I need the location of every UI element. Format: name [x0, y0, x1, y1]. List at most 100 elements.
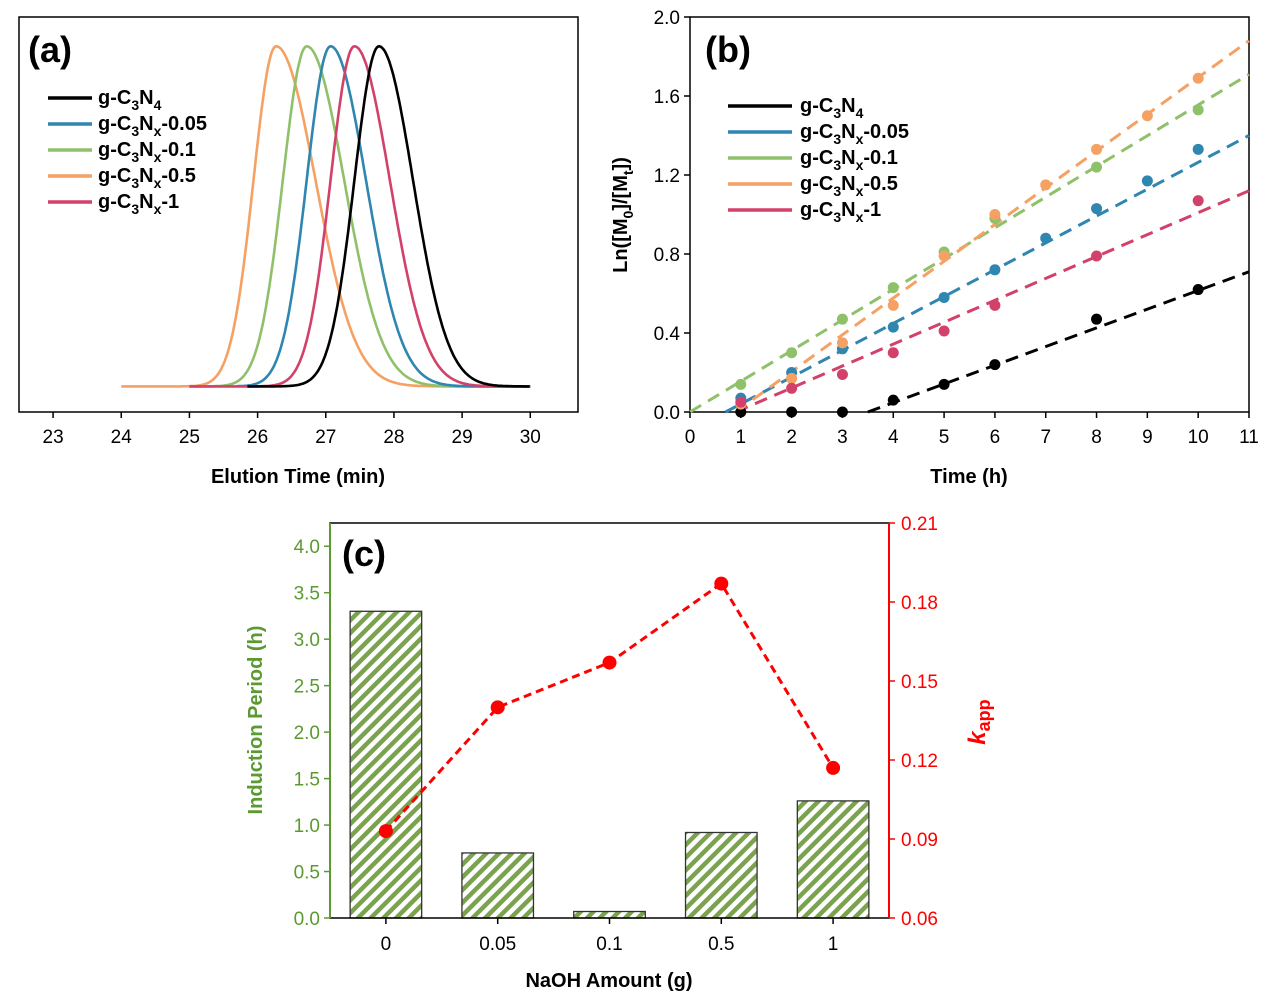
point-g-C3N4 — [1091, 313, 1103, 325]
x-tick-label: 30 — [520, 427, 541, 448]
legend-label: g-C3Nx-0.1 — [800, 147, 898, 173]
panel-a-frame — [18, 16, 579, 413]
point-g-C3Nx-1 — [887, 347, 899, 359]
point-g-C3Nx-0.5 — [1091, 143, 1103, 155]
point-g-C3Nx-1 — [786, 382, 798, 394]
left-y-tick-label: 0.5 — [294, 863, 320, 884]
y-tick-label: 1.2 — [654, 166, 680, 187]
bar-0.1 — [573, 910, 646, 919]
kapp-point-1 — [826, 760, 841, 775]
fit-line-g-C3Nx-0.1 — [689, 72, 1250, 414]
x-tick-label: 8 — [1091, 427, 1102, 448]
x-tick-label: 5 — [939, 427, 950, 448]
bar-0.05 — [461, 852, 535, 919]
left-y-tick-label: 2.0 — [294, 723, 320, 744]
bar-0.5 — [684, 831, 758, 919]
y-tick-label: 0.0 — [654, 403, 680, 424]
point-g-C3N4 — [1192, 284, 1204, 296]
curve-g-C3Nx-1 — [189, 44, 531, 388]
panel-b-legend: g-C3N4g-C3Nx-0.05g-C3Nx-0.1g-C3Nx-0.5g-C… — [728, 95, 909, 225]
x-tick-label: 7 — [1040, 427, 1051, 448]
x-tick-label: 0 — [381, 934, 392, 955]
kapp-point-0.1 — [602, 655, 617, 670]
panel-a-x-ticks: 23 24 25 26 27 28 29 30 — [43, 412, 541, 448]
point-g-C3Nx-0.5 — [1192, 72, 1204, 84]
point-g-C3Nx-0.05 — [938, 291, 950, 303]
y-tick-label: 1.6 — [654, 87, 680, 108]
point-g-C3Nx-1 — [938, 325, 950, 337]
panel-c-induction-chart: 0 0.05 0.1 0.5 1 0.0 0.5 1.0 1.5 2.0 2.5 3.0 3.5 4.0… — [245, 514, 994, 992]
point-g-C3Nx-0.1 — [786, 347, 798, 359]
legend-label: g-C3Nx-0.05 — [98, 113, 207, 139]
point-g-C3Nx-0.05 — [887, 321, 899, 333]
fit-line-g-C3Nx-0.5 — [734, 39, 1250, 414]
panel-b-fit-lines — [689, 39, 1250, 414]
point-g-C3Nx-0.5 — [989, 209, 1001, 220]
panel-b-x-axis-title: Time (h) — [930, 466, 1007, 488]
point-g-C3Nx-0.05 — [1040, 232, 1052, 244]
x-tick-label: 10 — [1188, 427, 1209, 448]
point-g-C3Nx-0.1 — [1192, 104, 1204, 116]
kapp-line — [384, 581, 835, 833]
panel-c-label: (c) — [342, 533, 386, 574]
curve-g-C3Nx-0.1 — [189, 44, 531, 388]
point-g-C3Nx-0.1 — [887, 282, 899, 294]
y-tick-label: 0.8 — [654, 245, 680, 266]
legend-label: g-C3Nx-0.5 — [98, 165, 196, 191]
point-g-C3N4 — [938, 378, 950, 390]
legend-label: g-C3Nx-0.1 — [98, 139, 196, 165]
kapp-point-0.05 — [490, 700, 505, 715]
left-y-tick-label: 0.0 — [294, 909, 320, 930]
point-g-C3Nx-0.5 — [786, 372, 798, 384]
point-g-C3Nx-1 — [836, 368, 848, 380]
x-tick-label: 1 — [736, 427, 747, 448]
kapp-point-0.5 — [714, 576, 729, 591]
point-g-C3Nx-0.1 — [735, 378, 747, 390]
point-g-C3Nx-0.5 — [1040, 179, 1052, 191]
left-y-tick-label: 3.0 — [294, 630, 320, 651]
left-y-tick-label: 3.5 — [294, 584, 320, 605]
point-g-C3Nx-0.5 — [887, 299, 899, 311]
panel-c-kapp-series — [378, 576, 841, 839]
panel-b-kinetics-chart: 0 1 2 3 4 5 6 7 8 9 10 11 0.0 0.4 0.8 1.2 1.6 2.0 (b) g-… — [610, 8, 1259, 488]
right-y-tick-label: 0.21 — [901, 514, 938, 535]
x-tick-label: 25 — [179, 427, 200, 448]
x-tick-label: 4 — [888, 427, 899, 448]
x-tick-label: 27 — [315, 427, 336, 448]
curve-g-C3Nx-0.05 — [237, 44, 531, 388]
left-y-tick-label: 2.5 — [294, 677, 320, 698]
panel-a-curves — [121, 44, 531, 388]
kapp-point-0 — [378, 824, 393, 839]
panel-b-y-axis-title: Ln([M0]/[Mt]) — [610, 157, 636, 273]
panel-a-elution-chart: 23 24 25 26 27 28 29 30 (a) g-C3N4g-C3Nx-0.05g-… — [18, 16, 579, 488]
left-y-tick-label: 1.5 — [294, 770, 320, 791]
panel-c-right-y-axis-title: kapp — [964, 699, 994, 744]
x-tick-label: 2 — [786, 427, 797, 448]
panel-a-label: (a) — [28, 29, 72, 70]
legend-label: g-C3N4 — [98, 87, 162, 113]
x-tick-label: 1 — [828, 934, 839, 955]
panel-a-x-axis-title: Elution Time (min) — [211, 466, 385, 488]
point-g-C3Nx-0.05 — [989, 264, 1001, 276]
panel-b-label: (b) — [705, 29, 751, 70]
right-y-tick-label: 0.06 — [901, 909, 938, 930]
point-g-C3Nx-1 — [989, 299, 1001, 311]
x-tick-label: 0.5 — [708, 934, 734, 955]
point-g-C3Nx-0.5 — [1141, 110, 1153, 122]
x-tick-label: 28 — [383, 427, 404, 448]
panel-c-x-ticks: 0 0.05 0.1 0.5 1 — [381, 918, 839, 955]
x-tick-label: 24 — [111, 427, 133, 448]
point-g-C3Nx-1 — [1192, 195, 1204, 207]
fit-line-g-C3N4 — [867, 270, 1250, 414]
right-y-tick-label: 0.09 — [901, 830, 938, 851]
bar-1 — [796, 800, 870, 919]
fit-line-g-C3Nx-0.05 — [724, 134, 1250, 414]
left-y-tick-label: 4.0 — [294, 537, 320, 558]
right-y-tick-label: 0.12 — [901, 751, 938, 772]
point-g-C3Nx-0.5 — [836, 337, 848, 349]
legend-label: g-C3Nx-0.5 — [800, 173, 898, 199]
x-tick-label: 6 — [990, 427, 1001, 448]
x-tick-label: 3 — [837, 427, 848, 448]
point-g-C3Nx-0.05 — [1192, 143, 1204, 155]
